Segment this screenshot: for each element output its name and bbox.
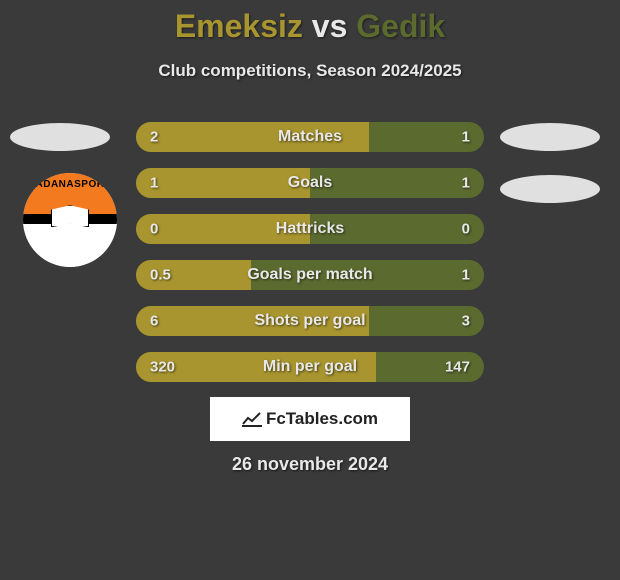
stat-label: Min per goal xyxy=(263,358,357,376)
stat-value-left: 1 xyxy=(150,175,158,192)
stat-value-right: 1 xyxy=(462,129,470,146)
title-vs: vs xyxy=(312,8,348,44)
player1-emblem-placeholder xyxy=(10,123,110,151)
stat-label: Hattricks xyxy=(276,220,344,238)
stat-value-left: 320 xyxy=(150,359,175,376)
subtitle: Club competitions, Season 2024/2025 xyxy=(0,61,620,81)
stat-bar-fill-left xyxy=(136,168,310,198)
page-title: Emeksiz vs Gedik xyxy=(0,0,620,45)
stat-bar: 1 1 Goals xyxy=(136,168,484,198)
stat-value-right: 147 xyxy=(445,359,470,376)
stat-value-left: 0 xyxy=(150,221,158,238)
stat-label: Goals per match xyxy=(247,266,372,284)
watermark-text: FcTables.com xyxy=(266,409,378,429)
player2-club-placeholder xyxy=(500,175,600,203)
date-label: 26 november 2024 xyxy=(0,454,620,475)
stat-value-left: 6 xyxy=(150,313,158,330)
stat-value-left: 2 xyxy=(150,129,158,146)
watermark: FcTables.com xyxy=(210,397,410,441)
stat-bar: 320 147 Min per goal xyxy=(136,352,484,382)
chart-icon xyxy=(242,411,262,427)
comparison-bars: 2 1 Matches 1 1 Goals 0 0 Hattricks 0.5 1 Goals per… xyxy=(136,122,484,398)
stat-bar: 0.5 1 Goals per match xyxy=(136,260,484,290)
stat-bar: 2 1 Matches xyxy=(136,122,484,152)
stat-value-right: 3 xyxy=(462,313,470,330)
title-player1: Emeksiz xyxy=(175,8,303,44)
stat-label: Goals xyxy=(288,174,332,192)
stat-label: Matches xyxy=(278,128,342,146)
stat-label: Shots per goal xyxy=(254,312,365,330)
player1-club-badge: ADANASPOR xyxy=(23,173,117,267)
stat-bar: 0 0 Hattricks xyxy=(136,214,484,244)
stat-value-right: 0 xyxy=(462,221,470,238)
stat-bar: 6 3 Shots per goal xyxy=(136,306,484,336)
stat-value-right: 1 xyxy=(462,267,470,284)
club-badge-name: ADANASPOR xyxy=(23,179,117,190)
stat-value-left: 0.5 xyxy=(150,267,171,284)
stat-value-right: 1 xyxy=(462,175,470,192)
title-player2: Gedik xyxy=(356,8,445,44)
player2-emblem-placeholder xyxy=(500,123,600,151)
